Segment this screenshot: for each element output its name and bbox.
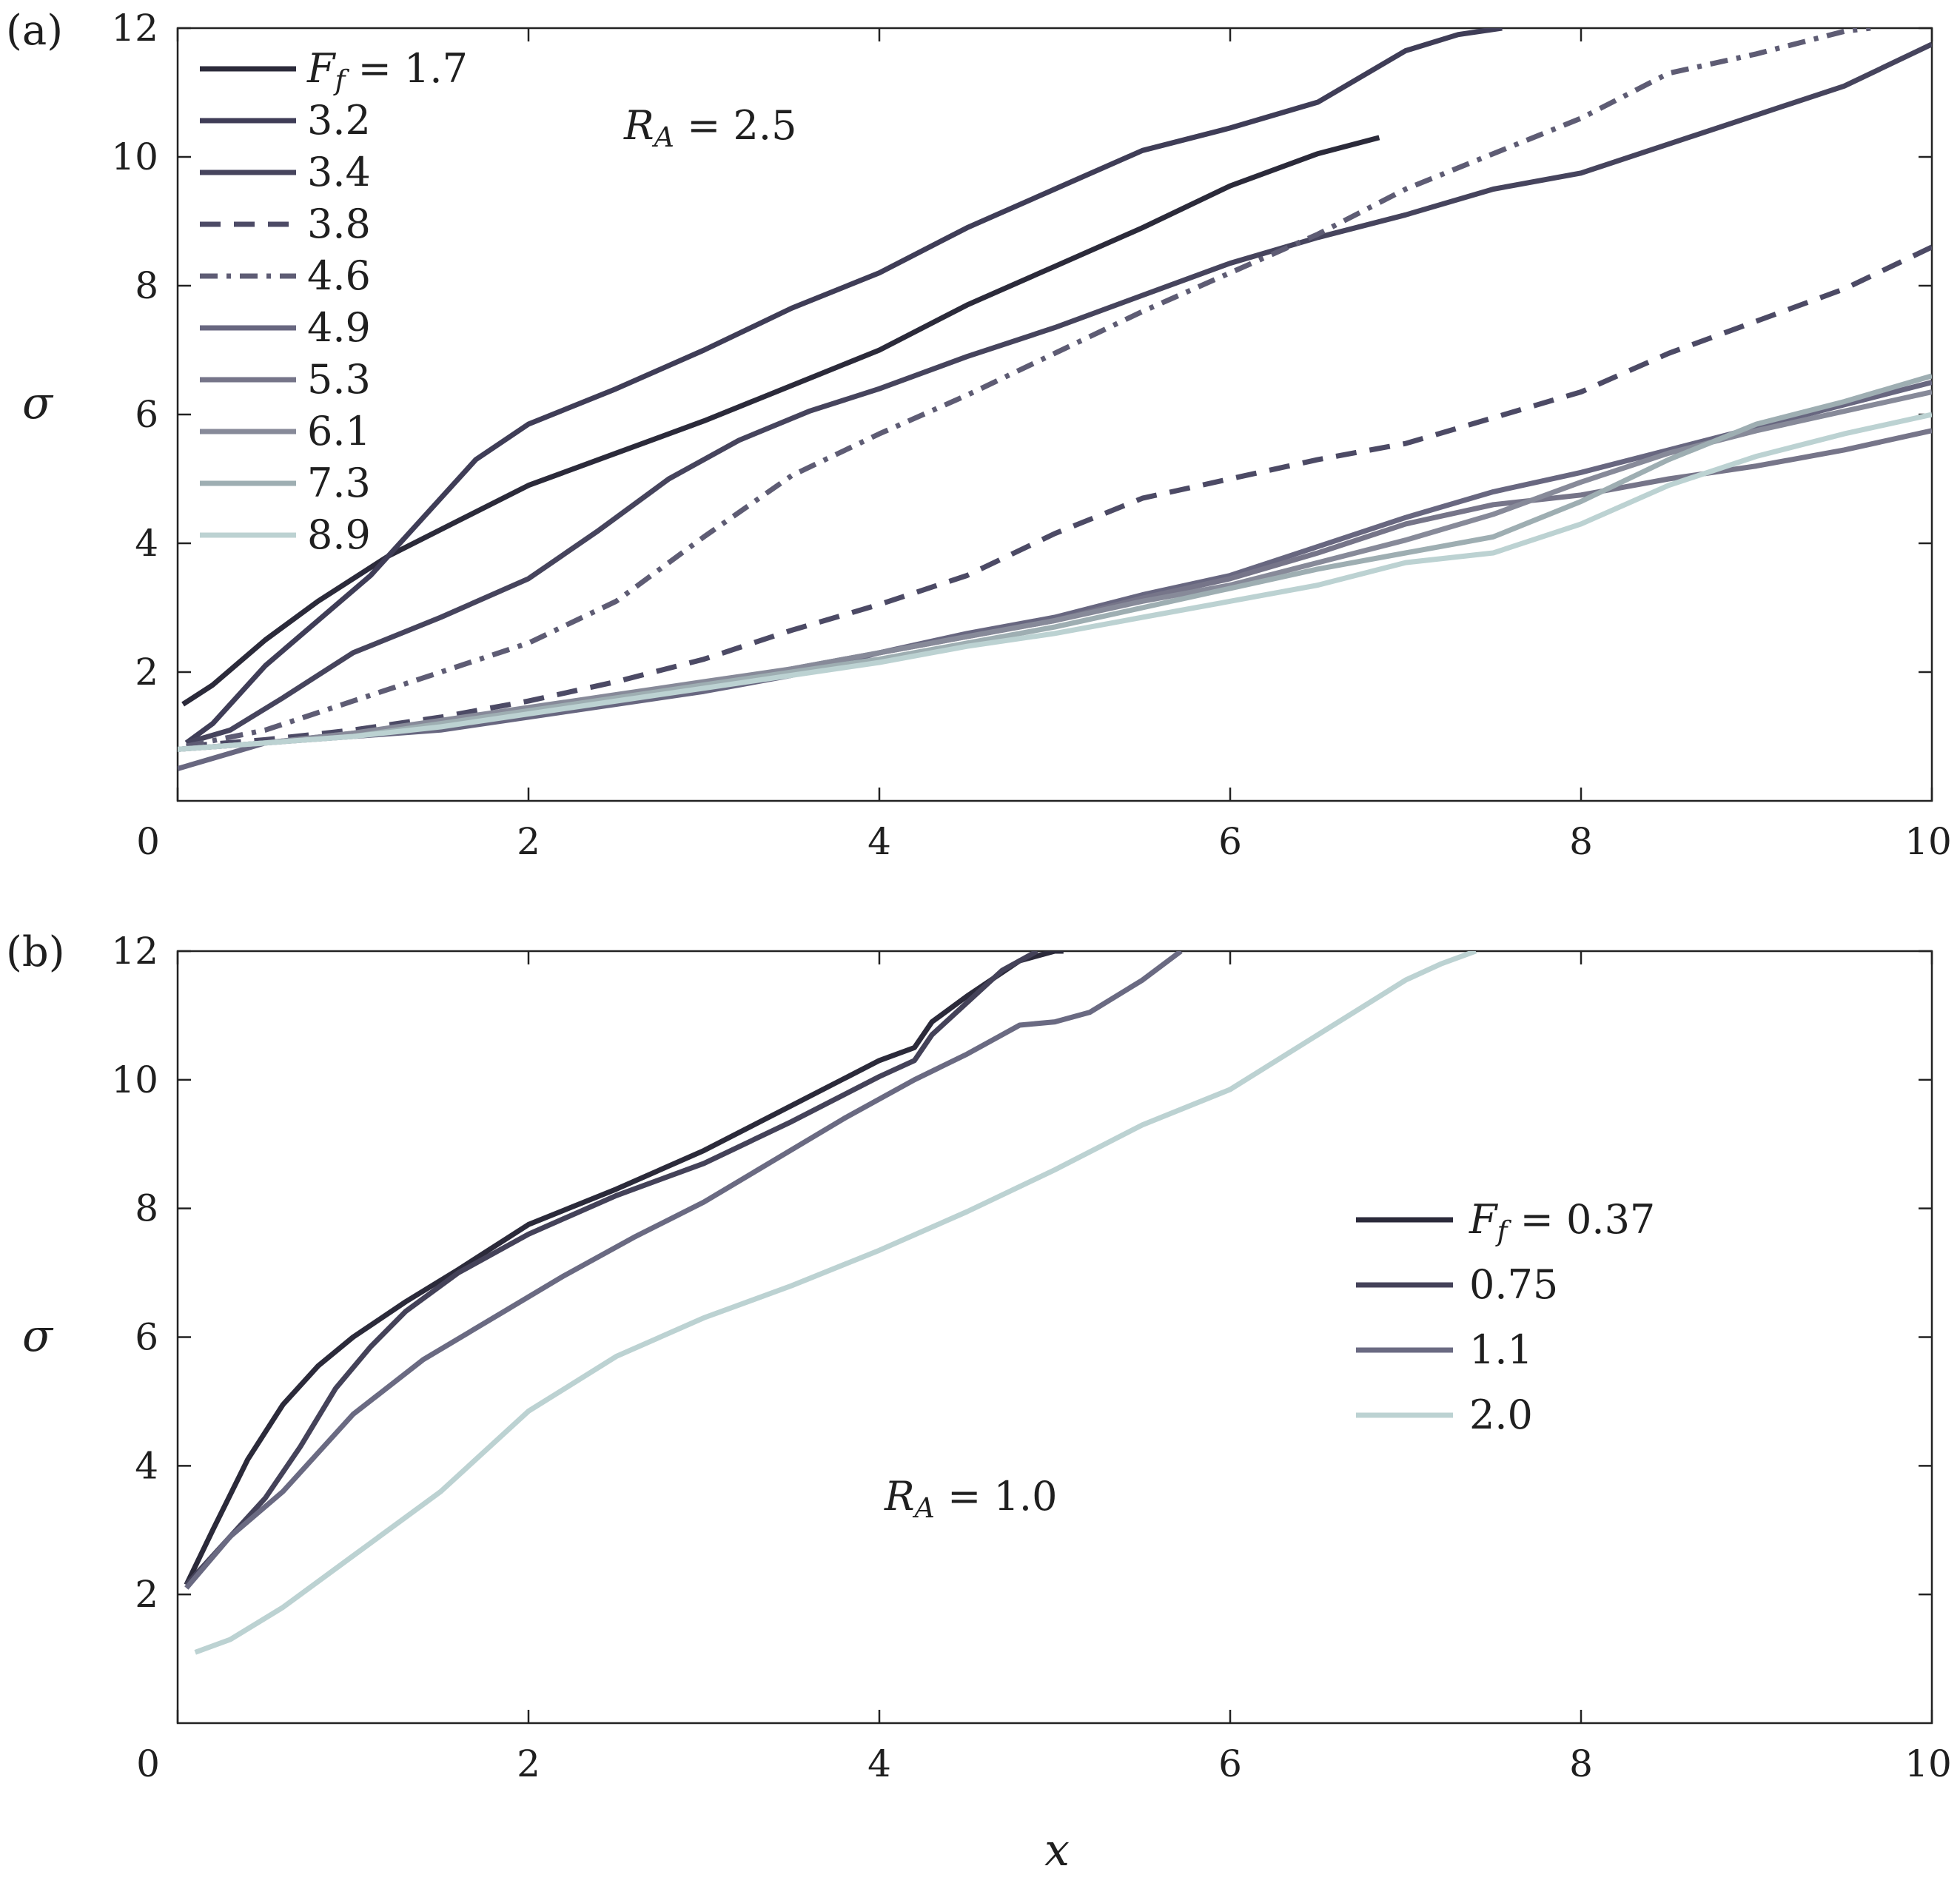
x-tick-label: 4 bbox=[867, 1742, 891, 1785]
y-tick-label: 2 bbox=[135, 1573, 158, 1616]
series-line-a-7 bbox=[178, 389, 1932, 752]
legend-label-a-0: Ff = 1.7 bbox=[306, 45, 468, 96]
y-tick-label: 8 bbox=[135, 1187, 158, 1230]
series-line-a-8 bbox=[178, 373, 1932, 752]
series-line-a-0 bbox=[181, 135, 1380, 707]
legend-label-a-9: 8.9 bbox=[307, 511, 371, 558]
legend-label-a-7: 6.1 bbox=[307, 408, 371, 454]
panel-b-label: (b) bbox=[6, 928, 65, 976]
x-tick-label: 6 bbox=[1218, 1742, 1242, 1785]
annotation-b: RA = 1.0 bbox=[884, 1473, 1057, 1524]
y-tick-label: 6 bbox=[135, 393, 158, 436]
series-line-a-6 bbox=[178, 428, 1932, 752]
panel-b: 0 2 4 6 8 10 2 4 6 8 10 12 Ff = 0.37 0.75 1.1 2.0 RA = 1… bbox=[111, 930, 1951, 1785]
series-line-a-4 bbox=[186, 28, 1871, 749]
x-axis-label: x bbox=[1044, 1825, 1070, 1876]
legend-label-a-4: 4.6 bbox=[307, 252, 371, 299]
x-tick-label: 10 bbox=[1904, 1742, 1952, 1785]
x-tick-label: 8 bbox=[1569, 1742, 1593, 1785]
y-tick-label: 10 bbox=[111, 135, 158, 178]
series-line-b-1 bbox=[184, 951, 1038, 1587]
panel-a: 0 2 4 6 8 10 2 4 6 8 10 12 Ff = 1.73.2 3.4 3.8 4.6 4.9 5.… bbox=[111, 7, 1951, 863]
x-tick-label: 8 bbox=[1569, 820, 1593, 863]
legend-label-a-2: 3.4 bbox=[307, 149, 371, 195]
legend-label-b-1: 0.75 bbox=[1469, 1261, 1558, 1308]
x-tick-label: 10 bbox=[1904, 820, 1952, 863]
x-tick-label: 0 bbox=[136, 1742, 160, 1785]
x-tick-label: 2 bbox=[517, 1742, 540, 1785]
panel-a-label: (a) bbox=[6, 7, 63, 55]
legend-label-b-0: Ff = 0.37 bbox=[1469, 1196, 1655, 1247]
legend-label-a-6: 5.3 bbox=[307, 356, 371, 403]
y-tick-label: 2 bbox=[135, 651, 158, 694]
legend-label-b-3: 2.0 bbox=[1469, 1392, 1533, 1438]
y-tick-label: 12 bbox=[111, 7, 158, 50]
series-line-b-0 bbox=[184, 951, 1064, 1586]
annotation-a: RA = 2.5 bbox=[623, 102, 796, 153]
legend-label-a-5: 4.9 bbox=[307, 304, 371, 351]
panel-b-ylabel: σ bbox=[22, 1310, 54, 1362]
series-line-a-3 bbox=[186, 244, 1932, 749]
y-tick-label: 12 bbox=[111, 930, 158, 973]
legend-label-b-2: 1.1 bbox=[1469, 1326, 1533, 1373]
legend-label-a-1: 3.2 bbox=[307, 97, 371, 144]
y-tick-label: 6 bbox=[135, 1316, 158, 1359]
series-line-a-1 bbox=[184, 28, 1503, 745]
x-tick-label: 6 bbox=[1218, 820, 1242, 863]
y-tick-label: 4 bbox=[135, 522, 158, 565]
series-line-a-2 bbox=[185, 41, 1932, 746]
plot-frame bbox=[176, 950, 1933, 1725]
x-tick-label: 2 bbox=[517, 820, 540, 863]
series-line-a-9 bbox=[178, 412, 1932, 752]
y-tick-label: 4 bbox=[135, 1444, 158, 1487]
y-tick-label: 10 bbox=[111, 1058, 158, 1101]
series-line-a-5 bbox=[178, 380, 1932, 771]
panel-a-ylabel: σ bbox=[22, 377, 54, 429]
legend-label-a-3: 3.8 bbox=[307, 201, 371, 247]
y-tick-label: 8 bbox=[135, 264, 158, 307]
x-tick-label: 0 bbox=[136, 820, 160, 863]
x-tick-label: 4 bbox=[867, 820, 891, 863]
series-line-b-2 bbox=[184, 951, 1183, 1590]
legend-label-a-8: 7.3 bbox=[307, 460, 371, 506]
series-line-b-3 bbox=[194, 951, 1477, 1655]
